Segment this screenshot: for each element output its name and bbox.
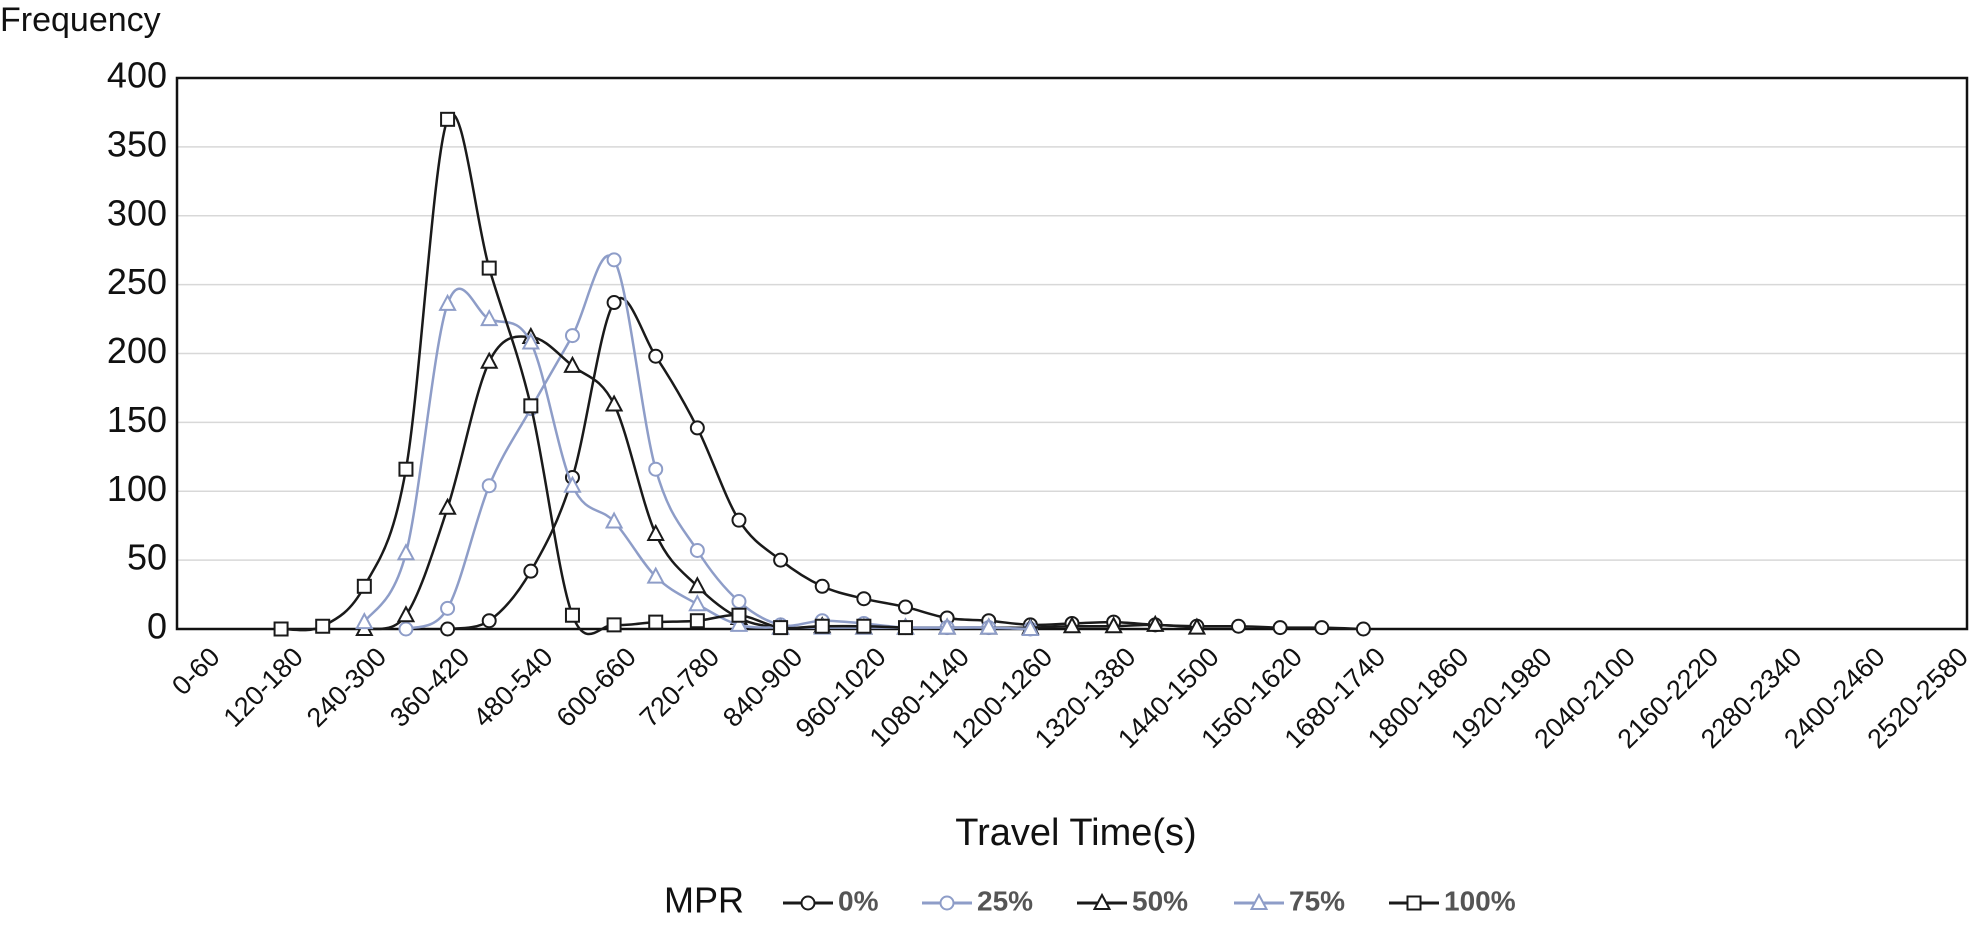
data-point	[440, 111, 456, 127]
legend-label: 75%	[1289, 885, 1345, 916]
data-point	[396, 543, 416, 561]
data-point	[481, 613, 497, 629]
data-point	[440, 600, 456, 616]
data-point	[480, 351, 499, 369]
y-tick-label: 400	[107, 55, 167, 96]
data-point	[398, 461, 414, 477]
data-point	[1021, 618, 1040, 636]
legend-label: 25%	[977, 885, 1033, 916]
y-axis-label: Frequency	[0, 1, 161, 39]
x-tick-label: 600-660	[551, 642, 642, 733]
data-point	[689, 542, 705, 558]
data-point	[731, 512, 747, 528]
data-point	[1314, 620, 1330, 636]
y-tick-label: 50	[127, 537, 167, 578]
data-point	[564, 328, 580, 344]
legend-marker	[1249, 892, 1269, 910]
data-point	[897, 599, 913, 615]
y-tick-label: 300	[107, 192, 167, 233]
x-tick-label: 240-300	[301, 642, 392, 733]
data-point	[773, 552, 789, 568]
data-point	[563, 355, 582, 373]
x-tick-label: 480-540	[467, 642, 558, 733]
data-point	[606, 252, 622, 268]
x-axis-label: Travel Time(s)	[955, 812, 1196, 854]
legend-marker	[800, 895, 816, 911]
data-point	[814, 618, 830, 634]
data-point	[688, 576, 707, 594]
data-point	[1272, 620, 1288, 636]
x-tick-label: 0-60	[166, 642, 225, 701]
data-point	[856, 591, 872, 607]
data-point	[1187, 617, 1207, 635]
data-point	[355, 611, 374, 630]
data-point	[523, 398, 539, 414]
data-point	[315, 618, 331, 634]
data-point	[1146, 614, 1165, 632]
legend-label: 0%	[838, 885, 879, 916]
series-line	[280, 113, 906, 636]
data-point	[648, 348, 664, 364]
data-point	[897, 620, 913, 636]
y-tick-label: 150	[107, 399, 167, 440]
data-point	[937, 617, 957, 635]
series-line	[405, 254, 1031, 631]
data-point	[523, 563, 539, 579]
data-point	[481, 260, 497, 276]
data-point	[1355, 621, 1371, 637]
y-tick-label: 350	[107, 123, 167, 164]
data-point	[604, 394, 624, 412]
data-point	[1104, 616, 1123, 634]
data-point	[648, 461, 664, 477]
data-point	[563, 475, 582, 493]
data-point	[521, 332, 541, 350]
data-point	[480, 308, 499, 327]
data-point	[731, 607, 747, 623]
y-tick-label: 100	[107, 468, 167, 509]
legend-marker	[939, 895, 955, 911]
data-point	[606, 295, 622, 311]
data-point	[564, 607, 580, 623]
data-point	[440, 621, 456, 637]
data-point	[1231, 618, 1247, 634]
data-point	[689, 613, 705, 629]
y-tick-label: 200	[107, 330, 167, 371]
y-tick-label: 0	[147, 606, 167, 647]
series-line	[363, 335, 1197, 631]
data-point	[398, 621, 414, 637]
data-point	[729, 614, 749, 632]
x-tick-label: 120-180	[218, 642, 309, 733]
data-point	[689, 420, 705, 436]
data-point	[731, 593, 747, 609]
legend-marker	[1406, 895, 1422, 911]
data-point	[438, 497, 457, 515]
data-point	[648, 614, 664, 630]
x-tick-label: 720-780	[634, 642, 725, 733]
data-point	[773, 620, 789, 636]
data-point	[688, 594, 707, 612]
data-point	[1062, 616, 1082, 634]
data-point	[979, 617, 998, 635]
data-point	[396, 605, 416, 623]
data-point	[438, 293, 457, 311]
data-point	[646, 566, 665, 584]
data-point	[356, 578, 372, 594]
data-point	[606, 617, 622, 633]
data-point	[646, 523, 665, 541]
data-point	[856, 618, 872, 634]
legend-marker	[1092, 892, 1112, 910]
x-tick-label: 360-420	[384, 642, 475, 733]
data-point	[273, 621, 289, 637]
data-point	[814, 578, 830, 594]
data-point	[481, 478, 497, 494]
y-tick-label: 250	[107, 261, 167, 302]
series-line	[447, 296, 1364, 631]
legend-title: MPR	[664, 880, 744, 921]
data-point	[604, 511, 624, 529]
legend-label: 50%	[1132, 885, 1188, 916]
legend-label: 100%	[1444, 885, 1516, 916]
